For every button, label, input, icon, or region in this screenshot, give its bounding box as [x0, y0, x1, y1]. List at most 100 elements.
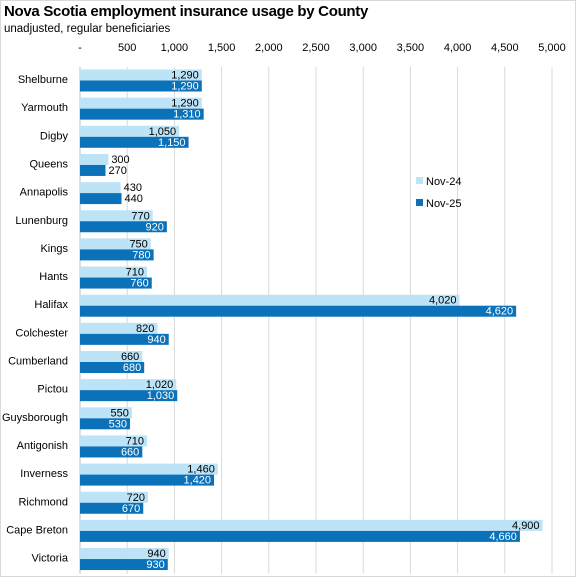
bar-nov25 — [80, 108, 204, 120]
bar-nov25 — [80, 502, 144, 514]
data-label: 300 — [111, 154, 129, 166]
legend-swatch-nov25 — [416, 199, 423, 206]
category-label: Cape Breton — [6, 524, 68, 536]
category-label: Annapolis — [20, 187, 69, 199]
bars: 1,2901,2901,2901,3101,0501,1503002704304… — [80, 69, 543, 571]
data-label: 4,020 — [429, 295, 457, 307]
data-label: 1,310 — [173, 109, 201, 121]
category-label: Digby — [40, 130, 69, 142]
bar-nov25 — [80, 446, 143, 458]
category-label: Cumberland — [8, 356, 68, 368]
data-label: 670 — [122, 503, 140, 515]
bar-nov25 — [80, 277, 152, 289]
category-label: Yarmouth — [21, 102, 68, 114]
bar-nov24 — [80, 322, 158, 334]
bar-nov25 — [80, 362, 145, 373]
data-label: 780 — [132, 249, 150, 261]
legend-swatch-nov24 — [416, 177, 423, 184]
data-label: 270 — [108, 165, 126, 177]
bar-nov25 — [80, 249, 154, 261]
data-label: 1,290 — [171, 70, 199, 82]
x-tick-label: 3,000 — [349, 42, 377, 54]
bar-nov25 — [80, 221, 167, 233]
x-tick-label: 1,000 — [161, 42, 189, 54]
data-label: 4,660 — [489, 531, 517, 543]
bar-nov25 — [80, 530, 520, 542]
data-label: 1,290 — [171, 98, 199, 110]
data-label: 920 — [145, 221, 163, 233]
data-label: 660 — [121, 446, 139, 458]
legend-label: Nov-24 — [426, 176, 461, 188]
bar-nov24 — [80, 238, 151, 250]
bar-nov24 — [80, 69, 202, 81]
bar-nov25 — [80, 164, 106, 176]
bar-nov24 — [80, 351, 143, 362]
data-label: 4,620 — [486, 306, 514, 318]
data-label: 1,020 — [146, 379, 174, 391]
category-label: Kings — [40, 243, 68, 255]
data-label: 1,030 — [147, 390, 175, 402]
category-label: Guysborough — [2, 412, 68, 424]
x-tick-label: 5,000 — [538, 42, 566, 54]
category-label: Victoria — [32, 553, 69, 565]
bar-nov24 — [80, 379, 177, 391]
x-tick-label: 1,500 — [208, 42, 236, 54]
bar-nov24 — [80, 97, 202, 109]
category-labels: Shelburne Yarmouth Digby Queens Annapolis Lun… — [2, 74, 69, 565]
category-label: Pictou — [37, 384, 68, 396]
category-label: Halifax — [34, 299, 68, 311]
category-label: Antigonish — [17, 440, 68, 452]
bar-nov24 — [80, 463, 218, 475]
bar-nov25 — [80, 418, 131, 430]
bar-nov25 — [80, 390, 178, 402]
data-label: 530 — [109, 418, 127, 430]
data-label: 660 — [121, 351, 139, 363]
x-tick-label: 2,500 — [302, 42, 330, 54]
bar-nov24 — [80, 182, 121, 194]
bar-nov24 — [80, 491, 148, 503]
bar-nov25 — [80, 80, 202, 92]
x-axis-tick-labels: - 500 1,000 1,500 2,000 2,500 3,000 3,500 4,000 4… — [78, 42, 566, 54]
bar-nov25 — [80, 474, 215, 486]
data-label: 770 — [131, 210, 149, 222]
data-label: 550 — [111, 407, 129, 419]
bar-nov25 — [80, 305, 517, 317]
category-label: Colchester — [15, 327, 68, 339]
bar-nov24 — [80, 210, 153, 222]
data-label: 820 — [136, 323, 154, 335]
bar-nov24 — [80, 153, 109, 165]
data-label: 710 — [126, 267, 144, 279]
data-label: 440 — [125, 193, 143, 205]
bar-nov24 — [80, 294, 460, 306]
data-label: 760 — [130, 278, 148, 290]
x-tick-label: 3,500 — [397, 42, 425, 54]
bar-nov24 — [80, 266, 148, 278]
data-label: 720 — [127, 492, 145, 504]
data-label: 1,420 — [184, 475, 212, 487]
x-tick-label: 500 — [118, 42, 136, 54]
x-tick-label: - — [78, 42, 82, 54]
bar-nov25 — [80, 193, 122, 205]
bar-nov25 — [80, 559, 168, 571]
category-label: Richmond — [18, 496, 68, 508]
category-label: Inverness — [20, 468, 68, 480]
bar-nov24 — [80, 407, 132, 419]
legend-label: Nov-25 — [426, 198, 461, 210]
bar-nov25 — [80, 136, 189, 148]
chart-title: Nova Scotia employment insurance usage b… — [4, 3, 369, 20]
bar-nov24 — [80, 435, 148, 447]
legend: Nov-24 Nov-25 — [416, 176, 461, 210]
data-label: 430 — [124, 182, 142, 194]
category-label: Lunenburg — [15, 215, 68, 227]
data-label: 930 — [146, 559, 164, 571]
data-label: 1,050 — [149, 126, 177, 138]
data-label: 940 — [147, 334, 165, 346]
data-label: 1,460 — [187, 464, 215, 476]
bar-nov24 — [80, 519, 543, 531]
gridlines — [79, 67, 553, 574]
data-label: 710 — [126, 435, 144, 447]
x-tick-label: 4,000 — [444, 42, 472, 54]
data-label: 680 — [123, 362, 141, 374]
data-label: 1,290 — [171, 81, 199, 93]
